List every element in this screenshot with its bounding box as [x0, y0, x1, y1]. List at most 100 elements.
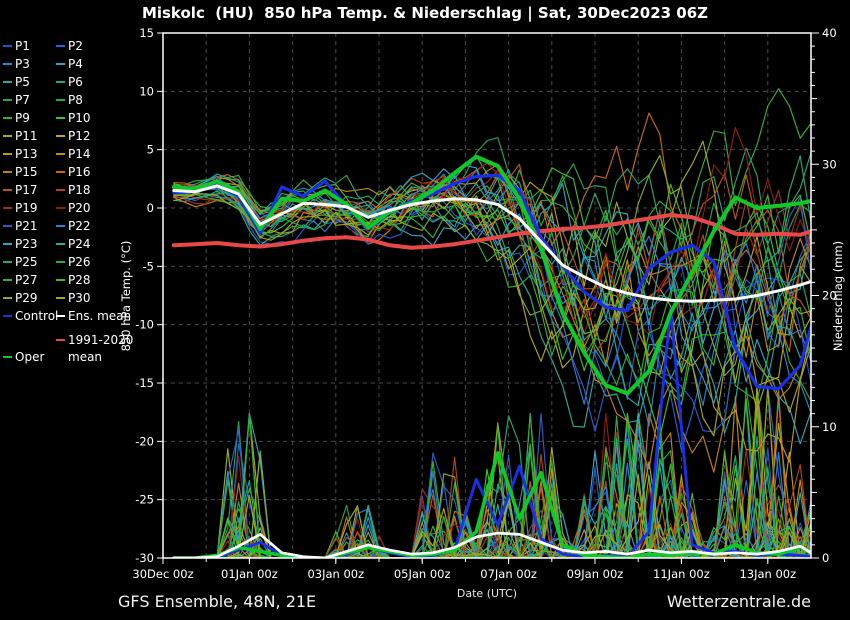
x-tick-label-6: 11Jan 00z — [653, 567, 710, 581]
legend-item-oper: Oper — [3, 349, 44, 365]
legend-item-p9-label: P9 — [15, 111, 30, 125]
x-tick-label-4: 07Jan 00z — [480, 567, 537, 581]
legend-item-p9-marker — [3, 117, 12, 119]
member-precip-line-p18 — [173, 453, 811, 558]
legend-item-oper-marker — [3, 356, 12, 358]
x-tick-label-0: 30Dec 00z — [132, 567, 193, 581]
legend: P1 P2 P3 P4 P5 P6 P7 P8 P9 P10 P11 P12 P13 P14 P15 P16 P… — [2, 38, 172, 378]
y-right-axis-label: Niederschlag (mm) — [831, 241, 845, 351]
legend-item-p21: P21 — [3, 218, 38, 234]
member-precip-line-p30 — [173, 386, 811, 558]
legend-item-p16: P16 — [56, 164, 91, 180]
legend-item-p1-label: P1 — [15, 39, 30, 53]
member-precip-line-p21 — [173, 413, 811, 558]
legend-item-p5: P5 — [3, 74, 30, 90]
legend-item-p19-label: P19 — [15, 201, 38, 215]
legend-item-p18-marker — [56, 189, 65, 191]
y-right-tick-label-20: 20 — [822, 289, 837, 303]
member-precip-line-p27 — [173, 413, 811, 558]
legend-item-p22: P22 — [56, 218, 91, 234]
1991-2020-mean-temp-line — [171, 213, 811, 250]
legend-item-p30-marker — [56, 297, 65, 299]
legend-item-p29: P29 — [3, 290, 38, 306]
legend-item-p13-marker — [3, 153, 12, 155]
legend-item-p26-marker — [56, 261, 65, 263]
member-temp-line-p3 — [173, 168, 811, 427]
y-left-tick-label--15: -15 — [135, 376, 154, 390]
legend-item-p14-label: P14 — [68, 147, 91, 161]
y-left-tick-label-15: 15 — [139, 26, 154, 40]
legend-item-p16-marker — [56, 171, 65, 173]
legend-item-p18-label: P18 — [68, 183, 91, 197]
y-left-tick-label--10: -10 — [135, 318, 154, 332]
y-left-tick-label--5: -5 — [143, 259, 154, 273]
legend-item-p4-marker — [56, 63, 65, 65]
y-left-tick-label-0: 0 — [147, 201, 154, 215]
y-left-tick-label--20: -20 — [135, 434, 154, 448]
legend-item-p15: P15 — [3, 164, 38, 180]
legend-item-p26-label: P26 — [68, 255, 91, 269]
legend-item-p7-label: P7 — [15, 93, 30, 107]
legend-item-p15-label: P15 — [15, 165, 38, 179]
legend-item-p2: P2 — [56, 38, 83, 54]
y-left-tick-label-10: 10 — [139, 84, 154, 98]
legend-item-p6-label: P6 — [68, 75, 83, 89]
legend-item-p11-marker — [3, 135, 12, 137]
legend-item-p20-marker — [56, 207, 65, 209]
legend-item-p6-marker — [56, 81, 65, 83]
x-tick-label-1: 01Jan 00z — [221, 567, 278, 581]
legend-item-p2-label: P2 — [68, 39, 83, 53]
legend-item-p28-label: P28 — [68, 273, 91, 287]
legend-item-p11: P11 — [3, 128, 38, 144]
legend-item-p5-marker — [3, 81, 12, 83]
y-right-tick-label-40: 40 — [822, 26, 837, 40]
ens-mean-temp-line — [172, 184, 811, 303]
legend-item-control-label: Control — [15, 309, 59, 323]
legend-item-1991-2020-mean-marker — [56, 339, 65, 341]
legend-item-p17-label: P17 — [15, 183, 38, 197]
member-temp-line-p30 — [173, 181, 811, 437]
legend-item-p8: P8 — [56, 92, 83, 108]
chart-title: Miskolc (HU) 850 hPa Temp. & Niederschla… — [141, 4, 709, 22]
legend-item-p10-marker — [56, 117, 65, 119]
legend-item-p2-marker — [56, 45, 65, 47]
legend-item-p24-marker — [56, 243, 65, 245]
member-temp-line-p18 — [173, 175, 811, 354]
y-right-tick-label-0: 0 — [822, 551, 829, 565]
legend-item-p12-label: P12 — [68, 129, 91, 143]
member-temp-line-p20 — [173, 127, 811, 336]
legend-item-p22-label: P22 — [68, 219, 91, 233]
legend-item-p11-label: P11 — [15, 129, 38, 143]
member-temp-line-p23 — [173, 165, 811, 445]
legend-item-p28-marker — [56, 279, 65, 281]
member-temp-line-p27 — [173, 191, 811, 387]
legend-item-p27: P27 — [3, 272, 38, 288]
legend-item-p29-label: P29 — [15, 291, 38, 305]
legend-item-p23-marker — [3, 243, 12, 245]
control-temp-line — [172, 173, 811, 391]
member-temp-line-p29 — [173, 154, 811, 377]
legend-item-p23: P23 — [3, 236, 38, 252]
legend-item-control-marker — [3, 315, 12, 317]
legend-item-p16-label: P16 — [68, 165, 91, 179]
legend-item-p17: P17 — [3, 182, 38, 198]
member-temp-line-p26 — [173, 186, 811, 402]
legend-item-p7-marker — [3, 99, 12, 101]
legend-item-p19: P19 — [3, 200, 38, 216]
legend-item-p1: P1 — [3, 38, 30, 54]
legend-item-p30-label: P30 — [68, 291, 91, 305]
y-left-tick-label-5: 5 — [147, 143, 154, 157]
legend-item-p12-marker — [56, 135, 65, 137]
x-tick-label-3: 05Jan 00z — [394, 567, 451, 581]
y-right-tick-label-30: 30 — [822, 157, 837, 171]
legend-item-1991-2020-mean-label: 1991-2020 mean — [68, 333, 134, 364]
legend-item-p3: P3 — [3, 56, 30, 72]
legend-item-p10: P10 — [56, 110, 91, 126]
legend-item-p4: P4 — [56, 56, 83, 72]
legend-item-control: Control — [3, 308, 58, 324]
model-info: GFS Ensemble, 48N, 21E — [118, 592, 317, 611]
legend-item-p27-marker — [3, 279, 12, 281]
credit: Wetterzentrale.de — [666, 592, 811, 611]
